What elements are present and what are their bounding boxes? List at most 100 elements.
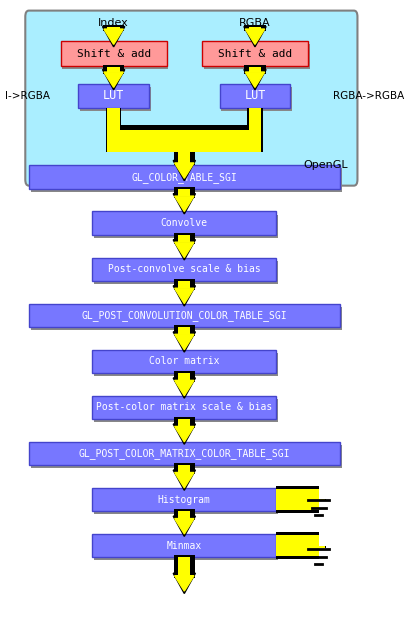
Polygon shape <box>175 473 194 488</box>
Text: Minmax: Minmax <box>167 540 202 550</box>
Polygon shape <box>175 426 194 442</box>
Text: LUT: LUT <box>103 89 124 102</box>
Bar <box>103 65 124 74</box>
Polygon shape <box>245 29 265 44</box>
FancyBboxPatch shape <box>92 395 276 419</box>
Bar <box>106 107 121 152</box>
Text: RGBA->RGBA: RGBA->RGBA <box>333 91 404 101</box>
Bar <box>114 125 255 152</box>
Polygon shape <box>175 380 194 395</box>
FancyBboxPatch shape <box>61 41 166 66</box>
Bar <box>249 67 261 72</box>
Bar <box>178 189 191 196</box>
Bar <box>103 25 124 31</box>
Bar <box>249 107 261 152</box>
Bar <box>173 417 195 428</box>
Text: GL_COLOR_TABLE_SGI: GL_COLOR_TABLE_SGI <box>131 172 237 183</box>
FancyBboxPatch shape <box>94 491 278 514</box>
FancyBboxPatch shape <box>220 85 290 107</box>
Bar <box>173 150 195 165</box>
Polygon shape <box>175 242 194 257</box>
Bar <box>244 65 266 74</box>
FancyBboxPatch shape <box>29 165 340 189</box>
Polygon shape <box>173 516 196 536</box>
FancyBboxPatch shape <box>92 212 276 235</box>
Polygon shape <box>173 160 196 181</box>
FancyBboxPatch shape <box>94 260 278 284</box>
Text: GL_POST_CONVOLUTION_COLOR_TABLE_SGI: GL_POST_CONVOLUTION_COLOR_TABLE_SGI <box>81 310 287 321</box>
Polygon shape <box>104 72 124 88</box>
Bar <box>108 107 120 152</box>
Bar <box>178 373 191 380</box>
Text: OpenGL: OpenGL <box>303 160 348 170</box>
FancyBboxPatch shape <box>94 353 278 376</box>
Bar <box>173 233 195 244</box>
Bar <box>311 545 326 548</box>
Polygon shape <box>173 240 196 260</box>
Polygon shape <box>173 378 196 398</box>
Bar <box>173 371 195 382</box>
FancyBboxPatch shape <box>63 44 169 69</box>
FancyBboxPatch shape <box>80 88 151 110</box>
Bar <box>244 25 266 31</box>
Text: Histogram: Histogram <box>158 494 211 505</box>
Polygon shape <box>103 27 125 47</box>
Polygon shape <box>175 576 194 591</box>
FancyBboxPatch shape <box>92 488 276 511</box>
Polygon shape <box>173 470 196 491</box>
Polygon shape <box>173 424 196 444</box>
Text: RGBA: RGBA <box>239 18 271 28</box>
Bar <box>249 27 261 29</box>
FancyBboxPatch shape <box>204 44 310 69</box>
FancyBboxPatch shape <box>94 399 278 422</box>
FancyBboxPatch shape <box>31 168 342 192</box>
FancyBboxPatch shape <box>92 257 276 281</box>
Polygon shape <box>103 70 125 90</box>
Bar <box>276 535 319 557</box>
Polygon shape <box>244 27 266 47</box>
Bar <box>178 419 191 426</box>
Text: Shift & add: Shift & add <box>76 49 151 59</box>
Polygon shape <box>245 72 265 88</box>
Bar <box>173 187 195 198</box>
FancyBboxPatch shape <box>31 445 342 468</box>
Bar <box>276 489 319 510</box>
Text: Shift & add: Shift & add <box>218 49 292 59</box>
FancyBboxPatch shape <box>94 537 278 560</box>
Bar <box>173 279 195 290</box>
Bar <box>178 235 191 242</box>
Polygon shape <box>175 518 194 534</box>
Bar <box>178 281 191 288</box>
Polygon shape <box>104 29 124 44</box>
Polygon shape <box>173 332 196 352</box>
Text: LUT: LUT <box>244 89 266 102</box>
Polygon shape <box>175 288 194 304</box>
FancyBboxPatch shape <box>202 41 308 66</box>
Bar <box>114 130 255 152</box>
Bar <box>108 27 120 29</box>
Bar <box>173 325 195 336</box>
Bar <box>178 465 191 473</box>
Text: I->RGBA: I->RGBA <box>5 91 50 101</box>
FancyBboxPatch shape <box>94 215 278 238</box>
Bar <box>178 327 191 334</box>
FancyBboxPatch shape <box>29 442 340 465</box>
Bar <box>178 152 191 163</box>
Text: Post-color matrix scale & bias: Post-color matrix scale & bias <box>96 402 272 412</box>
FancyBboxPatch shape <box>92 534 276 557</box>
Text: GL_POST_COLOR_MATRIX_COLOR_TABLE_SGI: GL_POST_COLOR_MATRIX_COLOR_TABLE_SGI <box>79 448 290 459</box>
FancyBboxPatch shape <box>25 10 357 186</box>
FancyBboxPatch shape <box>31 307 342 330</box>
Polygon shape <box>173 194 196 214</box>
Polygon shape <box>173 573 196 594</box>
Text: Convolve: Convolve <box>161 218 208 228</box>
Bar <box>108 67 120 72</box>
Bar <box>276 532 319 559</box>
Text: Color matrix: Color matrix <box>149 357 220 366</box>
Polygon shape <box>175 196 194 212</box>
Bar <box>247 107 263 152</box>
Text: Index: Index <box>98 18 129 28</box>
Polygon shape <box>244 70 266 90</box>
Bar <box>173 510 195 520</box>
FancyBboxPatch shape <box>78 85 149 107</box>
